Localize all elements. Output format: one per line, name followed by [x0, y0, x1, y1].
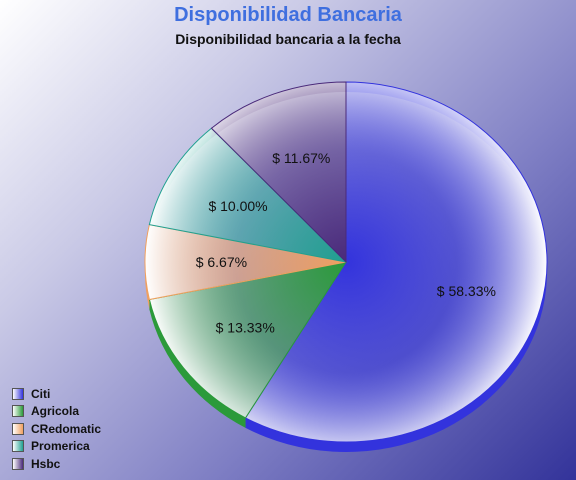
pie-slice-hsbc — [210, 81, 347, 264]
legend-item-agricola: Agricola — [12, 403, 101, 421]
chart-title: Disponibilidad Bancaria — [174, 4, 402, 26]
slice-label-hsbc: $ 11.67% — [272, 150, 330, 166]
pie-slice-agricola — [148, 261, 348, 419]
slice-label-credomatic: $ 6.67% — [196, 254, 247, 270]
legend-item-promerica: Promerica — [12, 438, 101, 456]
legend-label: Promerica — [31, 439, 90, 454]
legend-label: Agricola — [31, 404, 80, 419]
legend-swatch — [12, 440, 24, 453]
pie-slice-citi — [244, 81, 548, 443]
slice-label-citi: $ 58.33% — [437, 283, 496, 299]
legend-swatch — [12, 422, 24, 435]
pie-slice-promerica — [148, 127, 348, 263]
legend-item-citi: Citi — [12, 385, 101, 403]
slice-depth-agricola — [149, 299, 246, 428]
pie-slice-layer — [144, 81, 548, 443]
slice-label-agricola: $ 13.33% — [216, 320, 275, 336]
legend-swatch — [12, 405, 24, 418]
slice-label-promerica: $ 10.00% — [208, 198, 267, 214]
legend-label: CRedomatic — [31, 421, 102, 436]
legend-swatch — [12, 457, 24, 470]
legend-label: Citi — [31, 386, 51, 401]
legend-item-hsbc: Hsbc — [12, 455, 101, 473]
legend-label: Hsbc — [31, 456, 61, 471]
legend: Citi Agricola CRedomatic Promerica Hsbc — [12, 385, 101, 473]
chart-subtitle: Disponibilidad bancaria a la fecha — [175, 31, 401, 47]
pie-label-layer: $ 58.33% $ 13.33% $ 6.67% $ 10.00% $ 11.67% — [196, 150, 496, 336]
legend-swatch — [12, 387, 24, 400]
legend-item-credomatic: CRedomatic — [12, 420, 101, 438]
